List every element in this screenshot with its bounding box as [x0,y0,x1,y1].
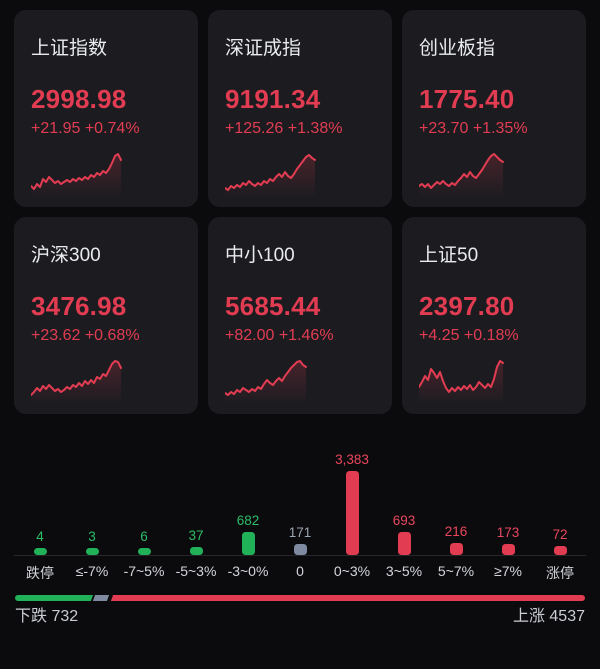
decliners-summary: 下跌 732 [15,607,78,627]
bar [449,543,463,555]
distribution-bar-slot[interactable]: 682 [222,513,274,555]
category-label: 0~3% [333,563,371,579]
decliners-label: 下跌 [15,608,48,625]
index-card-csi300[interactable]: 沪深300 3476.98 +23.62 +0.68% [14,217,198,414]
category-label: -3~0% [227,563,269,579]
index-name: 上证指数 [31,38,108,59]
bar [85,548,99,555]
bar [137,548,151,555]
index-sparkline-chart [419,153,504,198]
index-sparkline-chart [225,360,307,405]
index-value: 3476.98 [31,291,127,321]
breadth-segment-bar [15,595,585,601]
breadth-summary: 下跌 732 上涨 4537 [15,607,585,627]
index-value: 2998.98 [31,84,127,114]
index-value: 9191.34 [225,84,321,114]
bar-value-label: 171 [288,525,312,540]
index-sparkline-chart [225,154,316,198]
bar [501,544,515,555]
distribution-bar-slot[interactable]: 171 [274,525,326,555]
category-label: ≥7% [494,563,522,579]
index-name: 创业板指 [419,38,496,59]
index-name: 上证50 [419,245,479,266]
index-name: 深证成指 [225,38,302,59]
index-value: 2397.80 [419,291,515,321]
bar [189,547,203,555]
distribution-bar-slot[interactable]: 3,383 [326,452,378,555]
category-label: -7~5% [123,563,165,579]
index-change: +82.00 +1.46% [225,327,334,344]
distribution-bar-slot[interactable]: 6 [118,529,170,555]
index-sparkline-chart [31,153,122,198]
index-change: +23.70 +1.35% [419,120,528,137]
index-name: 中小100 [225,245,295,266]
bar-value-label: 216 [444,524,468,539]
category-label: -5~3% [175,563,217,579]
index-sparkline-chart [419,360,504,405]
bar-value-label: 72 [552,527,568,542]
advancers-summary: 上涨 4537 [513,607,585,627]
category-label: 3~5% [385,563,423,579]
bar-value-label: 37 [188,528,204,543]
decliners-count: 732 [51,608,79,625]
distribution-categories: 跌停 ≤-7% -7~5% -5~3% -3~0% 0 0~3% 3~5% 5~7% ≥7% 涨停 [14,556,586,583]
index-card-shenzhen-component[interactable]: 深证成指 9191.34 +125.26 +1.38% [208,10,392,207]
advancers-label: 上涨 [512,608,545,625]
index-card-sse50[interactable]: 上证50 2397.80 +4.25 +0.18% [402,217,586,414]
index-value: 1775.40 [419,84,515,114]
bar [293,544,307,555]
distribution-bar-slot[interactable]: 173 [482,525,534,555]
category-label: 涨停 [546,565,574,581]
category-label: 5~7% [437,563,475,579]
distribution-bar-slot[interactable]: 72 [534,527,586,555]
bar-value-label: 3,383 [335,452,369,467]
bar [553,546,567,555]
distribution-bar-slot[interactable]: 4 [14,529,66,555]
advancers-count: 4537 [549,608,585,625]
index-card-chinext[interactable]: 创业板指 1775.40 +23.70 +1.35% [402,10,586,207]
breadth-segment-flat [92,595,109,601]
bar [33,548,47,555]
category-label: 跌停 [26,565,54,581]
index-sparkline-chart [31,360,122,405]
breadth-segment-up [110,595,585,601]
index-name: 沪深300 [31,245,101,266]
category-label: ≤-7% [75,563,109,579]
bar [397,532,411,555]
bar-value-label: 173 [496,525,520,540]
change-distribution-chart: 4 3 6 37 682 171 3,383 693 216 173 72 跌停 ≤-7% -7~5% -… [14,440,586,583]
axis-line [14,555,586,556]
index-card-shanghai-composite[interactable]: 上证指数 2998.98 +21.95 +0.74% [14,10,198,207]
index-change: +21.95 +0.74% [31,120,140,137]
distribution-bars: 4 3 6 37 682 171 3,383 693 216 173 72 [14,440,586,555]
bar [241,532,255,555]
category-label: 0 [296,563,304,579]
index-cards-grid: 上证指数 2998.98 +21.95 +0.74% 深证成指 9191.34 … [14,10,586,414]
bar-value-label: 682 [236,513,260,528]
bar [345,471,359,555]
bar-value-label: 3 [88,529,96,544]
distribution-bar-slot[interactable]: 693 [378,513,430,555]
breadth-segment-down [15,595,93,601]
index-change: +4.25 +0.18% [419,327,519,344]
distribution-bar-slot[interactable]: 37 [170,528,222,555]
index-change: +125.26 +1.38% [225,120,343,137]
bar-value-label: 4 [36,529,44,544]
index-value: 5685.44 [225,291,321,321]
bar-value-label: 693 [392,513,416,528]
index-card-sme100[interactable]: 中小100 5685.44 +82.00 +1.46% [208,217,392,414]
distribution-bar-slot[interactable]: 3 [66,529,118,555]
index-change: +23.62 +0.68% [31,327,140,344]
distribution-bar-slot[interactable]: 216 [430,524,482,555]
bar-value-label: 6 [140,529,148,544]
